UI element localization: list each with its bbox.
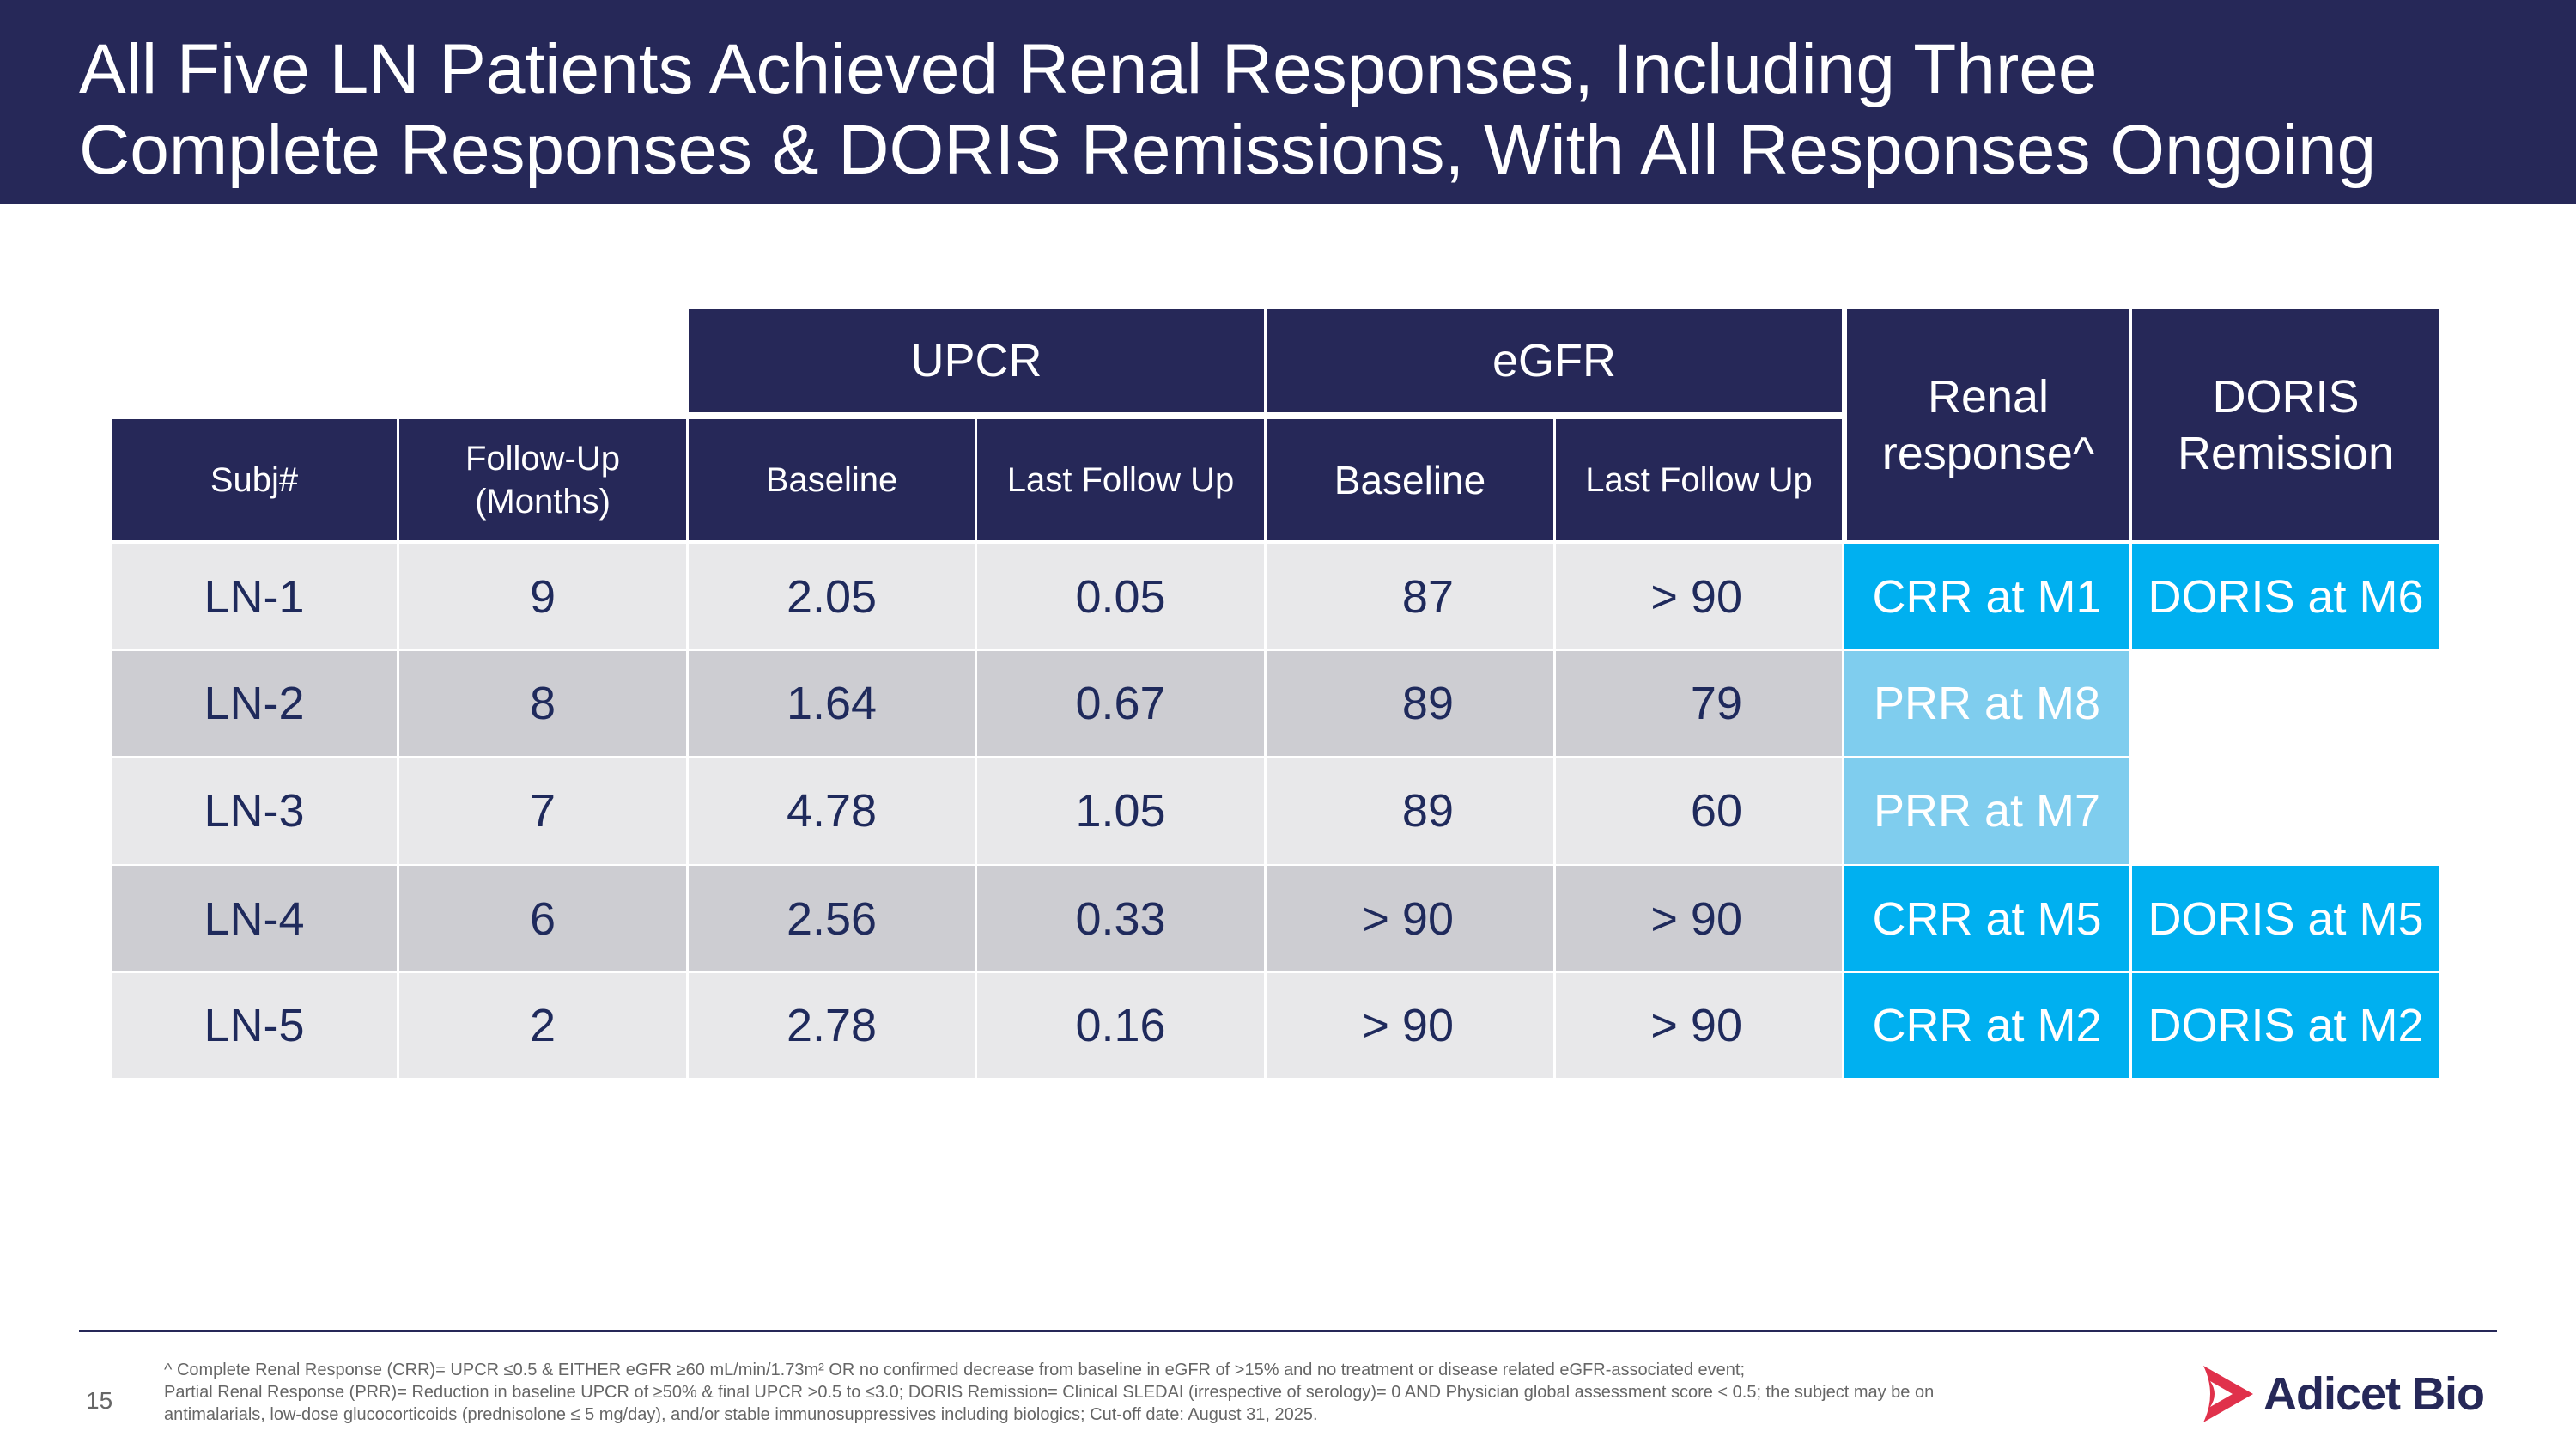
- column-header: Baseline: [1267, 419, 1553, 540]
- table-cell: 2.05: [689, 544, 975, 649]
- table-cell: > 90: [1556, 973, 1842, 1078]
- title-line: Complete Responses & DORIS Remissions, W…: [79, 111, 2377, 189]
- footnote-line: Partial Renal Response (PRR)= Reduction …: [164, 1383, 1935, 1402]
- table-cell: > 90: [1267, 973, 1553, 1078]
- renal-response-cell: CRR at M5: [1844, 866, 2129, 971]
- renal-response-cell: PRR at M8: [1844, 651, 2129, 756]
- table-cell: LN-4: [112, 866, 397, 971]
- doris-remission-cell: DORIS at M5: [2132, 866, 2439, 971]
- header-upcr: UPCR: [689, 309, 1264, 412]
- column-header: Baseline: [689, 419, 975, 540]
- table-cell: 4.78: [689, 758, 975, 864]
- table-cell: 0.16: [977, 973, 1264, 1078]
- table-cell: 79: [1556, 651, 1842, 756]
- table-cell: 7: [399, 758, 686, 864]
- table-cell: 89: [1267, 758, 1553, 864]
- table-cell: 8: [399, 651, 686, 756]
- table-cell: 2.56: [689, 866, 975, 971]
- table-cell: 1.05: [977, 758, 1264, 864]
- footer-divider: [79, 1330, 2497, 1332]
- header-egfr: eGFR: [1267, 309, 1842, 412]
- table-cell: > 90: [1556, 866, 1842, 971]
- renal-response-cell: PRR at M7: [1844, 758, 2129, 864]
- table-cell: 60: [1556, 758, 1842, 864]
- column-header: Subj#: [112, 419, 397, 540]
- footnote-line: ^ Complete Renal Response (CRR)= UPCR ≤0…: [164, 1361, 1746, 1379]
- table-cell: 89: [1267, 651, 1553, 756]
- table-cell: 6: [399, 866, 686, 971]
- table-cell: LN-1: [112, 544, 397, 649]
- table-cell: > 90: [1556, 544, 1842, 649]
- column-header: Last Follow Up: [977, 419, 1264, 540]
- table-cell: 9: [399, 544, 686, 649]
- footnote: ^ Complete Renal Response (CRR)= UPCR ≤0…: [164, 1359, 2139, 1426]
- logo-icon: [2203, 1366, 2253, 1422]
- doris-remission-cell: DORIS at M6: [2132, 544, 2439, 649]
- doris-remission-cell: DORIS at M2: [2132, 973, 2439, 1078]
- logo-text: Adicet Bio: [2263, 1368, 2485, 1420]
- footnote-line: antimalarials, low-dose glucocorticoids …: [164, 1405, 1318, 1424]
- renal-response-cell: CRR at M1: [1844, 544, 2129, 649]
- title-line: All Five LN Patients Achieved Renal Resp…: [79, 30, 2098, 108]
- table-cell: LN-3: [112, 758, 397, 864]
- title-bar: All Five LN Patients Achieved Renal Resp…: [0, 0, 2576, 204]
- table-cell: 2: [399, 973, 686, 1078]
- slide-title: All Five LN Patients Achieved Renal Resp…: [79, 29, 2552, 191]
- table-cell: > 90: [1267, 866, 1553, 971]
- table-cell: 2.78: [689, 973, 975, 1078]
- column-header: Last Follow Up: [1556, 419, 1842, 540]
- header-doris-remission: DORIS Remission: [2132, 309, 2439, 540]
- table-cell: LN-5: [112, 973, 397, 1078]
- page-number: 15: [86, 1387, 113, 1414]
- header-renal-response: Renal response^: [1847, 309, 2129, 540]
- table-cell: 0.05: [977, 544, 1264, 649]
- column-header: Follow-Up (Months): [399, 419, 686, 540]
- renal-response-cell: CRR at M2: [1844, 973, 2129, 1078]
- company-logo: Adicet Bio: [2195, 1364, 2504, 1424]
- table-cell: 0.67: [977, 651, 1264, 756]
- table-cell: 87: [1267, 544, 1553, 649]
- table-cell: 0.33: [977, 866, 1264, 971]
- table-cell: 1.64: [689, 651, 975, 756]
- table-cell: LN-2: [112, 651, 397, 756]
